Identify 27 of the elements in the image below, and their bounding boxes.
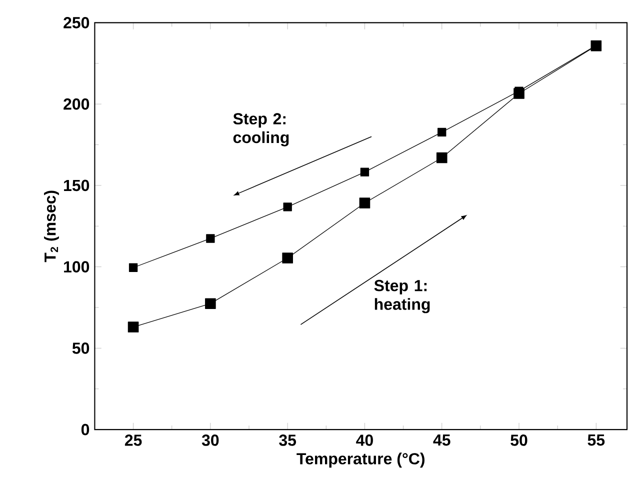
x-tick-label: 40 (356, 434, 373, 446)
x-tick-label: 45 (433, 434, 450, 446)
point (359, 198, 370, 209)
point (360, 168, 370, 177)
point (438, 128, 446, 137)
x-tick-label: 50 (510, 434, 528, 446)
point (128, 322, 139, 333)
y-tick-label: 100 (64, 261, 90, 273)
point (206, 234, 215, 244)
x-axis-title: Temperature (°C) (296, 452, 424, 468)
y-tick-label: 200 (64, 98, 90, 110)
y-tick-label: 250 (64, 17, 90, 29)
y-tick-label: 50 (72, 342, 90, 354)
x-tick-label: 55 (588, 434, 605, 446)
point (436, 152, 448, 164)
annotation: Step 1: heating (374, 280, 430, 314)
x-tick-label: 25 (124, 434, 142, 446)
y-tick-label: 0 (81, 424, 90, 436)
y-tick-label: 150 (64, 180, 90, 192)
point (282, 252, 293, 264)
y-axis-title: T$_{2}$ (msec) (44, 190, 59, 262)
x-tick-label: 35 (279, 434, 296, 446)
annotation: Step 2: cooling (233, 113, 289, 147)
point (128, 263, 138, 272)
point (205, 298, 216, 310)
point (283, 202, 292, 212)
x-tick-label: 30 (202, 434, 219, 446)
